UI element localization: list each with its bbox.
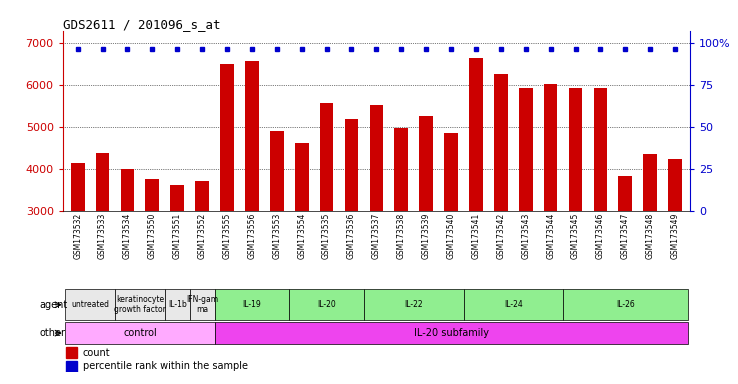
Bar <box>593 88 607 211</box>
Bar <box>220 64 234 211</box>
Text: GSM173536: GSM173536 <box>347 213 356 259</box>
Text: GSM173555: GSM173555 <box>223 213 232 259</box>
Text: IL-20: IL-20 <box>317 300 336 309</box>
Bar <box>65 289 115 320</box>
Bar <box>190 289 215 320</box>
Bar <box>289 289 364 320</box>
Bar <box>196 181 209 211</box>
Text: GSM173552: GSM173552 <box>198 213 207 259</box>
Text: GSM173541: GSM173541 <box>472 213 480 259</box>
Bar <box>96 153 109 211</box>
Text: IL-26: IL-26 <box>616 300 635 309</box>
Bar <box>270 131 283 211</box>
Bar <box>245 61 259 211</box>
Bar <box>170 185 184 211</box>
Bar <box>145 179 159 211</box>
Bar <box>66 361 77 372</box>
Text: GSM173532: GSM173532 <box>73 213 82 259</box>
Text: GSM173544: GSM173544 <box>546 213 555 259</box>
Text: GSM173539: GSM173539 <box>421 213 431 259</box>
Text: GSM173550: GSM173550 <box>148 213 157 259</box>
Text: IL-22: IL-22 <box>404 300 423 309</box>
Text: GSM173545: GSM173545 <box>571 213 580 259</box>
Text: other: other <box>39 328 65 338</box>
Text: untreated: untreated <box>71 300 109 309</box>
Bar <box>295 143 308 211</box>
Bar <box>463 289 563 320</box>
Text: GSM173554: GSM173554 <box>297 213 306 259</box>
Bar <box>115 289 165 320</box>
Bar <box>563 289 688 320</box>
Text: IL-20 subfamily: IL-20 subfamily <box>413 328 489 338</box>
Text: count: count <box>83 348 111 358</box>
Bar <box>569 88 582 211</box>
Text: GSM173535: GSM173535 <box>322 213 331 259</box>
Bar <box>519 88 533 211</box>
Text: GSM173542: GSM173542 <box>497 213 506 259</box>
Text: IL-19: IL-19 <box>243 300 261 309</box>
Text: GSM173538: GSM173538 <box>397 213 406 259</box>
Text: GSM173543: GSM173543 <box>521 213 530 259</box>
Text: agent: agent <box>39 300 67 310</box>
Text: control: control <box>123 328 156 338</box>
Text: keratinocyte
growth factor: keratinocyte growth factor <box>114 295 166 314</box>
Text: GSM173533: GSM173533 <box>98 213 107 259</box>
Text: GSM173540: GSM173540 <box>446 213 455 259</box>
Text: percentile rank within the sample: percentile rank within the sample <box>83 361 248 371</box>
Bar <box>419 116 433 211</box>
Bar <box>618 176 632 211</box>
Bar <box>71 163 85 211</box>
Text: GDS2611 / 201096_s_at: GDS2611 / 201096_s_at <box>63 18 220 31</box>
Bar <box>165 289 190 320</box>
Bar <box>120 169 134 211</box>
Text: GSM173549: GSM173549 <box>671 213 680 259</box>
Bar <box>66 347 77 358</box>
Bar <box>668 159 682 211</box>
Bar <box>544 84 557 211</box>
Text: GSM173537: GSM173537 <box>372 213 381 259</box>
Text: IFN-gam
ma: IFN-gam ma <box>186 295 218 314</box>
Bar <box>469 58 483 211</box>
Text: GSM173551: GSM173551 <box>173 213 182 259</box>
Bar <box>444 133 458 211</box>
Bar <box>370 106 383 211</box>
Bar <box>364 289 463 320</box>
Bar <box>215 289 289 320</box>
Bar <box>394 128 408 211</box>
Text: GSM173547: GSM173547 <box>621 213 630 259</box>
Bar <box>320 103 334 211</box>
Text: GSM173556: GSM173556 <box>247 213 256 259</box>
Text: IL-1b: IL-1b <box>168 300 187 309</box>
Text: GSM173548: GSM173548 <box>646 213 655 259</box>
Bar <box>65 322 215 344</box>
Bar <box>644 154 657 211</box>
Bar <box>345 119 359 211</box>
Text: GSM173534: GSM173534 <box>123 213 132 259</box>
Text: IL-24: IL-24 <box>504 300 523 309</box>
Bar <box>494 74 508 211</box>
Text: GSM173546: GSM173546 <box>596 213 605 259</box>
Text: GSM173553: GSM173553 <box>272 213 281 259</box>
Bar <box>215 322 688 344</box>
